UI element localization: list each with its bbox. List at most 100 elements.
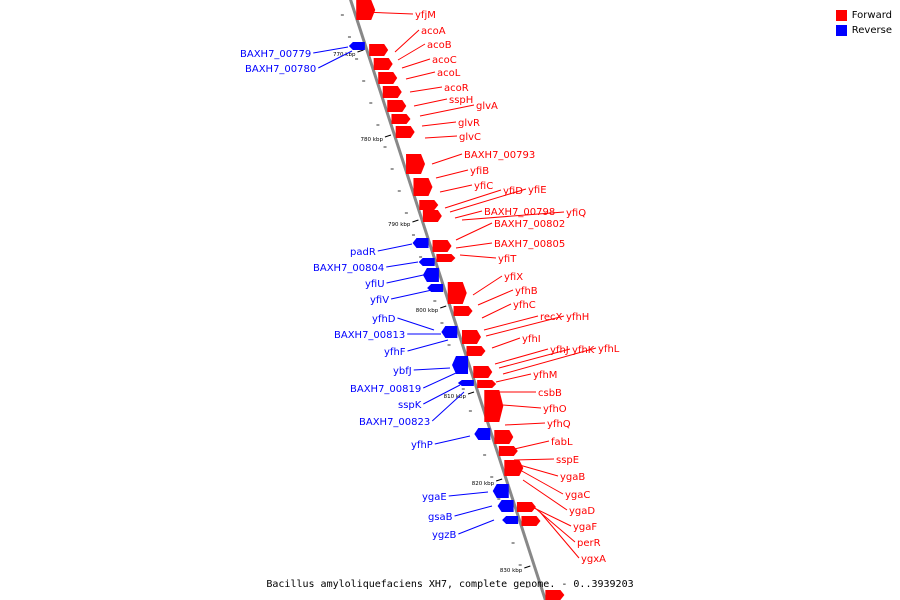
forward-gene-leader [439,184,473,193]
reverse-gene-label: BAXH7_00804 [313,263,384,274]
legend-label-reverse: Reverse [851,24,892,36]
forward-gene-leader [405,71,436,80]
reverse-gene-block [457,380,474,386]
forward-gene-label: acoR [444,83,469,94]
reverse-gene-block [492,484,509,498]
forward-gene-block [521,516,541,526]
forward-gene-leader [409,86,443,93]
forward-gene-leader [494,348,549,365]
scale-mark [357,49,364,53]
scale-label: 810 kbp [444,394,467,400]
forward-gene-leader [513,458,555,461]
reverse-gene-label: yfhD [372,314,396,325]
reverse-gene-leader [377,243,413,252]
forward-gene-block [461,330,481,344]
forward-gene-block [447,282,467,304]
forward-gene-label: yfhM [533,370,557,381]
scale-mark [412,219,419,223]
forward-gene-leader [483,315,539,331]
reverse-gene-label: gsaB [428,512,453,523]
forward-gene-label: yfhI [522,334,541,345]
legend-item-reverse: Reverse [835,24,892,36]
forward-gene-leader [509,440,550,451]
legend-swatch-reverse [835,24,847,36]
forward-gene-label: glvA [476,101,498,112]
forward-gene-block [369,44,389,56]
forward-gene-leader [449,188,527,213]
reverse-gene-label: BAXH7_00779 [240,49,311,60]
forward-gene-block [504,460,524,476]
reverse-gene-block [348,42,365,50]
forward-gene-block [473,366,493,378]
forward-gene-leader [459,254,497,259]
reverse-gene-leader [413,367,451,371]
forward-gene-label: yfhQ [547,419,571,430]
reverse-gene-leader [386,273,429,284]
forward-gene-label: yfiE [528,185,547,196]
forward-gene-label: yfiQ [566,208,586,219]
forward-gene-leader [502,404,542,409]
forward-gene-block [432,240,452,252]
scale-mark [496,478,503,482]
forward-gene-block [477,380,497,388]
forward-gene-leader [435,169,469,179]
scale-mark [524,565,531,569]
reverse-gene-label: BAXH7_00823 [359,417,430,428]
forward-gene-label: BAXH7_00798 [484,207,555,218]
reverse-gene-block [497,500,514,512]
scale-mark [384,134,392,138]
reverse-gene-leader [397,317,435,331]
forward-gene-block [419,200,439,210]
forward-gene-leader [481,303,512,319]
forward-gene-label: acoL [437,68,461,79]
forward-gene-leader [519,469,564,495]
forward-gene-block [373,58,393,70]
forward-gene-label: yfhB [515,286,538,297]
scale-label: 820 kbp [472,481,495,487]
forward-gene-label: sspE [556,455,579,466]
reverse-gene-leader [448,491,489,497]
scale-label: 790 kbp [388,222,411,228]
legend: Forward Reverse [835,9,892,39]
reverse-gene-label: yfhP [411,440,433,451]
scale-mark [467,391,475,395]
forward-gene-label: ygxA [581,554,606,565]
forward-gene-label: yfiT [498,254,517,265]
forward-gene-label: yfjM [415,10,436,21]
reverse-gene-label: padR [350,247,376,258]
scale-mark [440,305,447,309]
forward-gene-label: yfhJ [550,345,569,356]
reverse-gene-leader [407,339,449,352]
forward-gene-label: acoA [421,26,446,37]
forward-gene-block [436,254,456,262]
forward-gene-leader [539,511,580,559]
forward-gene-label: acoB [427,40,452,51]
forward-gene-leader [472,275,503,296]
forward-gene-label: ygaC [565,490,590,501]
forward-gene-leader [419,104,475,117]
forward-gene-label: ygaF [573,522,597,533]
forward-gene-block [413,178,433,196]
forward-gene-block [391,114,411,124]
forward-gene-block [453,306,473,316]
forward-gene-leader [424,135,458,139]
forward-gene-label: glvC [459,132,481,143]
forward-gene-block [545,590,565,600]
forward-gene-leader [397,43,426,61]
reverse-gene-leader [386,261,419,268]
forward-gene-block [406,154,426,174]
forward-gene-block [494,430,514,444]
reverse-gene-leader [423,372,457,389]
scale-label: 830 kbp [500,568,523,574]
forward-gene-leader [502,347,597,375]
reverse-gene-leader [318,50,353,69]
forward-gene-leader [477,289,514,306]
forward-gene-label: fabL [551,437,573,448]
reverse-gene-label: BAXH7_00780 [245,64,316,75]
reverse-gene-leader [454,505,493,517]
reverse-gene-block [418,258,435,266]
forward-gene-label: yfhL [598,344,620,355]
reverse-gene-block [441,326,458,338]
reverse-gene-block [412,238,429,248]
forward-gene-leader [413,98,448,107]
